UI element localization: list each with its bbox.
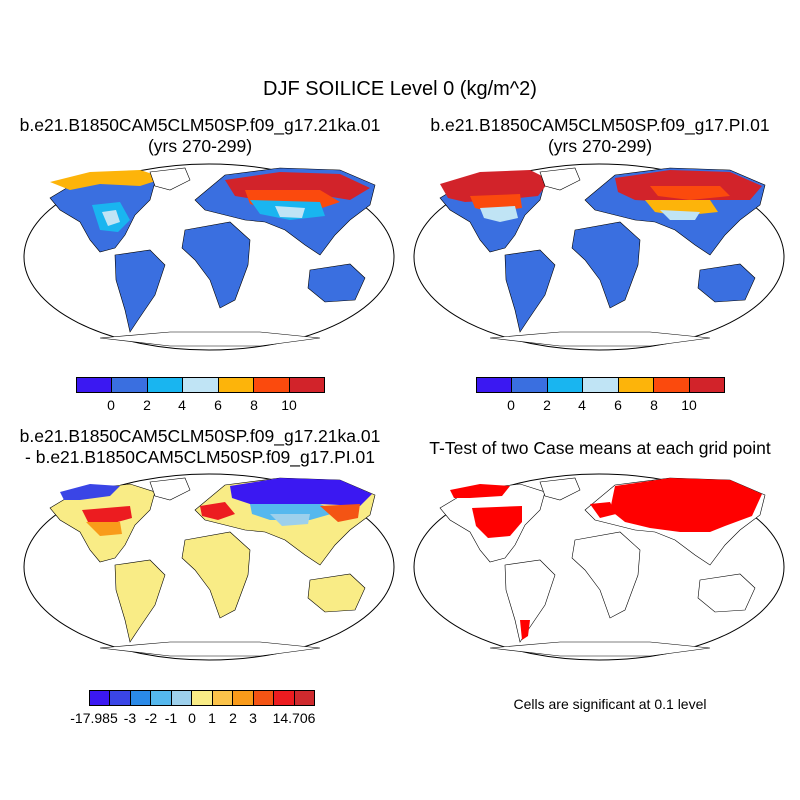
- map-panel-difference: [23, 473, 395, 661]
- panel1-title: b.e21.B1850CAM5CLM50SP.f09_g17.21ka.01: [19, 115, 381, 135]
- colorbar-tick-label: -17.985: [70, 710, 118, 726]
- colorbar-tick-label: 6: [614, 397, 622, 413]
- colorbar-tick-label: 0: [107, 397, 115, 413]
- colorbar-swatch: [171, 691, 193, 705]
- colorbar-tick-label: 2: [543, 397, 551, 413]
- colorbar-swatch: [77, 378, 113, 392]
- colorbar-swatch: [112, 378, 148, 392]
- panel4-title: T-Test of two Case means at each grid po…: [429, 438, 771, 458]
- panel3-subtitle: - b.e21.B1850CAM5CLM50SP.f09_g17.PI.01: [25, 447, 375, 467]
- colorbar-swatch: [689, 378, 724, 392]
- panel2-title: b.e21.B1850CAM5CLM50SP.f09_g17.PI.01: [430, 115, 770, 135]
- colorbar-tick-label: 4: [178, 397, 186, 413]
- colorbar-swatch: [254, 378, 290, 392]
- colorbar-tick-label: 3: [249, 710, 257, 726]
- map-panel-21ka: [23, 163, 395, 351]
- map-panel-ttest: [413, 473, 785, 661]
- colorbar-tick-label: -1: [164, 710, 178, 726]
- colorbar-swatch: [477, 378, 513, 392]
- colorbar-swatch: [147, 378, 184, 392]
- colorbar-swatch: [618, 378, 655, 392]
- colorbar-swatch: [289, 378, 324, 392]
- colorbar-swatch: [512, 378, 548, 392]
- colorbar-swatch: [233, 691, 254, 705]
- colorbar-21ka: [76, 377, 325, 393]
- map-panel-pi: [413, 163, 785, 351]
- panel2-subtitle: (yrs 270-299): [547, 136, 653, 156]
- colorbar-swatch: [294, 691, 314, 705]
- colorbar-swatch: [274, 691, 295, 705]
- colorbar-tick-label: -3: [123, 710, 137, 726]
- colorbar-swatch: [547, 378, 584, 392]
- colorbar-tick-label: 1: [208, 710, 216, 726]
- colorbar-tick-label: 8: [650, 397, 658, 413]
- colorbar-swatch: [151, 691, 172, 705]
- colorbar-tick-label: 10: [281, 397, 297, 413]
- colorbar-difference: [89, 690, 315, 706]
- colorbar-tick-label: 2: [143, 397, 151, 413]
- colorbar-swatch: [253, 691, 275, 705]
- colorbar-tick-label: 0: [188, 710, 196, 726]
- colorbar-swatch: [130, 691, 152, 705]
- colorbar-tick-label: 4: [578, 397, 586, 413]
- colorbar-tick-label: 6: [214, 397, 222, 413]
- colorbar-swatch: [212, 691, 234, 705]
- significance-note: Cells are significant at 0.1 level: [513, 696, 707, 712]
- colorbar-tick-label: 2: [229, 710, 237, 726]
- colorbar-swatch: [218, 378, 255, 392]
- colorbar-swatch: [583, 378, 619, 392]
- colorbar-tick-label: 0: [507, 397, 515, 413]
- colorbar-swatch: [654, 378, 690, 392]
- figure-title: DJF SOILICE Level 0 (kg/m^2): [263, 78, 537, 100]
- panel1-subtitle: (yrs 270-299): [147, 136, 253, 156]
- colorbar-tick-label: 10: [681, 397, 697, 413]
- panel3-title: b.e21.B1850CAM5CLM50SP.f09_g17.21ka.01: [19, 426, 381, 446]
- colorbar-pi: [476, 377, 725, 393]
- colorbar-swatch: [110, 691, 131, 705]
- colorbar-swatch: [192, 691, 213, 705]
- colorbar-swatch: [183, 378, 219, 392]
- colorbar-tick-label: 8: [250, 397, 258, 413]
- colorbar-tick-label: 14.706: [272, 710, 316, 726]
- colorbar-swatch: [90, 691, 111, 705]
- colorbar-tick-label: -2: [144, 710, 158, 726]
